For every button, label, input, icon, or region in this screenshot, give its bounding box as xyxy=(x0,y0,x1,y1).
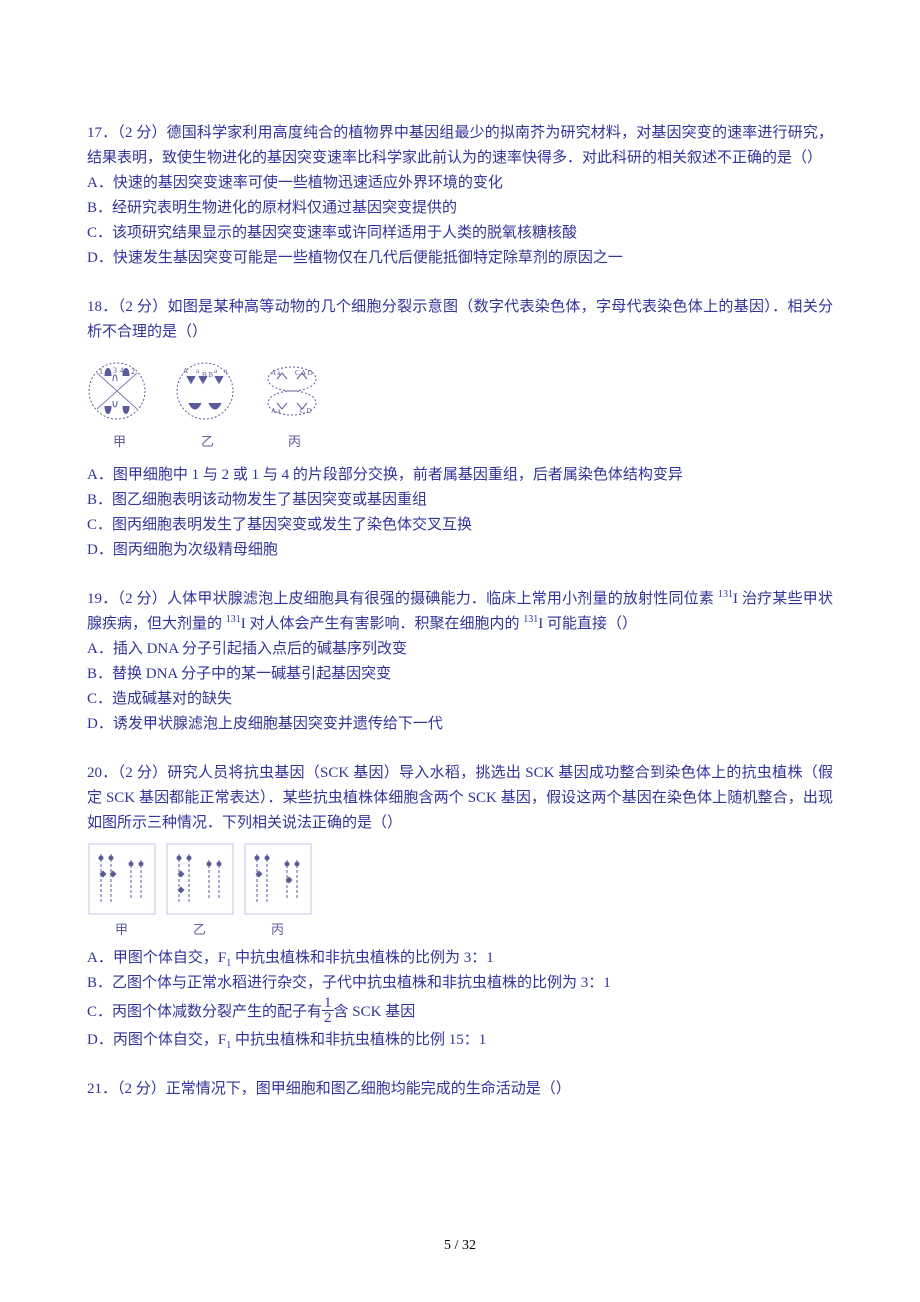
q20-d-pre: D．丙图个体自交，F xyxy=(87,1032,226,1048)
svg-text:2: 2 xyxy=(131,367,135,376)
q18-option-b: B．图乙细胞表明该动物发生了基因突变或基因重组 xyxy=(87,488,833,513)
q20-option-a: A．甲图个体自交，F1 中抗虫植株和非抗虫植株的比例为 3：1 xyxy=(87,946,833,971)
svg-text:C A D: C A D xyxy=(295,369,313,377)
q17-option-a: A．快速的基因突变速率可使一些植物迅速适应外界环境的变化 xyxy=(87,171,833,196)
q20-option-d: D．丙图个体自交，F1 中抗虫植株和非抗虫植株的比例 15：1 xyxy=(87,1028,833,1053)
page-footer: 5 / 32 xyxy=(0,1233,920,1258)
svg-text:丙: 丙 xyxy=(271,922,284,937)
page-current: 5 xyxy=(444,1238,451,1253)
q18-option-d: D．图丙细胞为次级精母细胞 xyxy=(87,538,833,563)
svg-text:3: 3 xyxy=(113,366,117,375)
q20-a-post: 中抗虫植株和非抗虫植株的比例为 3：1 xyxy=(231,950,494,966)
fraction-half: 12 xyxy=(322,996,334,1025)
svg-text:1: 1 xyxy=(99,367,103,376)
isotope-131: 131 xyxy=(718,589,733,600)
isotope-131-2: 131 xyxy=(226,614,241,625)
svg-text:C D: C D xyxy=(300,407,311,415)
q19-stem-mid2: 对人体会产生有害影响．积聚在细胞内的 xyxy=(246,616,524,632)
svg-text:乙: 乙 xyxy=(193,922,206,937)
q20-option-b: B．乙图个体与正常水稻进行杂交，子代中抗虫植株和非抗虫植株的比例为 3：1 xyxy=(87,971,833,996)
q20-stem: 20．（2 分）研究人员将抗虫基因（SCK 基因）导入水稻，挑选出 SCK 基因… xyxy=(87,761,833,836)
q20-d-post: 中抗虫植株和非抗虫植株的比例 15：1 xyxy=(231,1032,486,1048)
q19-option-c: C．造成碱基对的缺失 xyxy=(87,687,833,712)
svg-text:乙: 乙 xyxy=(201,434,214,449)
svg-text:a: a xyxy=(196,367,200,375)
frac-num: 1 xyxy=(322,996,334,1011)
q19-option-d: D．诱发甲状腺滤泡上皮细胞基因突变并遗传给下一代 xyxy=(87,712,833,737)
question-18: 18．（2 分）如图是某种高等动物的几个细胞分裂示意图（数字代表染色体，字母代表… xyxy=(87,295,833,563)
q20-a-pre: A．甲图个体自交，F xyxy=(87,950,226,966)
svg-text:A: A xyxy=(183,367,188,375)
svg-text:A a: A a xyxy=(271,369,281,377)
exam-page: 17．（2 分）德国科学家利用高度纯合的植物界中基因组最少的拟南芥为研究材料，对… xyxy=(0,0,920,1302)
question-19: 19．（2 分）人体甲状腺滤泡上皮细胞具有很强的摄碘能力．临床上常用小剂量的放射… xyxy=(87,587,833,737)
q17-option-d: D．快速发生基因突变可能是一些植物仅在几代后便能抵御特定除草剂的原因之一 xyxy=(87,246,833,271)
svg-text:丙: 丙 xyxy=(288,434,301,449)
q20-c-pre: C．丙图个体减数分裂产生的配子有 xyxy=(87,1004,322,1020)
svg-text:B B: B B xyxy=(202,371,213,379)
q21-stem: 21．（2 分）正常情况下，图甲细胞和图乙细胞均能完成的生命活动是（） xyxy=(87,1077,833,1102)
page-sep: / xyxy=(451,1238,462,1253)
q18-option-c: C．图丙细胞表明发生了基因突变或发生了染色体交叉互换 xyxy=(87,513,833,538)
q18-option-a: A．图甲细胞中 1 与 2 或 1 与 4 的片段部分交换，前者属基因重组，后者… xyxy=(87,463,833,488)
q20-c-post: 含 SCK 基因 xyxy=(334,1004,416,1020)
q18-cell-diagram: 1 2 3 4 甲 A a B B a a 乙 A a xyxy=(87,351,332,459)
page-total: 32 xyxy=(462,1238,476,1253)
q18-stem: 18．（2 分）如图是某种高等动物的几个细胞分裂示意图（数字代表染色体，字母代表… xyxy=(87,295,833,345)
q17-option-b: B．经研究表明生物进化的原材料仅通过基因突变提供的 xyxy=(87,196,833,221)
q19-stem-pre: 19．（2 分）人体甲状腺滤泡上皮细胞具有很强的摄碘能力．临床上常用小剂量的放射… xyxy=(87,591,718,607)
frac-den: 2 xyxy=(322,1011,334,1025)
q20-option-c: C．丙图个体减数分裂产生的配子有12含 SCK 基因 xyxy=(87,996,833,1028)
question-20: 20．（2 分）研究人员将抗虫基因（SCK 基因）导入水稻，挑选出 SCK 基因… xyxy=(87,761,833,1053)
q19-option-a: A．插入 DNA 分子引起插入点后的碱基序列改变 xyxy=(87,637,833,662)
q19-stem-post: 可能直接（） xyxy=(543,616,637,632)
isotope-131-3: 131 xyxy=(523,614,538,625)
question-21: 21．（2 分）正常情况下，图甲细胞和图乙细胞均能完成的生命活动是（） xyxy=(87,1077,833,1102)
svg-text:甲: 甲 xyxy=(113,434,126,449)
q17-option-c: C．该项研究结果显示的基因突变速率或许同样适用于人类的脱氧核糖核酸 xyxy=(87,221,833,246)
svg-text:A a: A a xyxy=(271,407,281,415)
svg-text:甲: 甲 xyxy=(115,922,128,937)
q20-chromosome-diagram: 甲 乙 xyxy=(87,842,319,942)
svg-text:4: 4 xyxy=(120,366,124,375)
q19-stem: 19．（2 分）人体甲状腺滤泡上皮细胞具有很强的摄碘能力．临床上常用小剂量的放射… xyxy=(87,587,833,637)
svg-text:a: a xyxy=(214,367,218,375)
q19-option-b: B．替换 DNA 分子中的某一碱基引起基因突变 xyxy=(87,662,833,687)
question-17: 17．（2 分）德国科学家利用高度纯合的植物界中基因组最少的拟南芥为研究材料，对… xyxy=(87,121,833,271)
q17-stem: 17．（2 分）德国科学家利用高度纯合的植物界中基因组最少的拟南芥为研究材料，对… xyxy=(87,121,833,171)
